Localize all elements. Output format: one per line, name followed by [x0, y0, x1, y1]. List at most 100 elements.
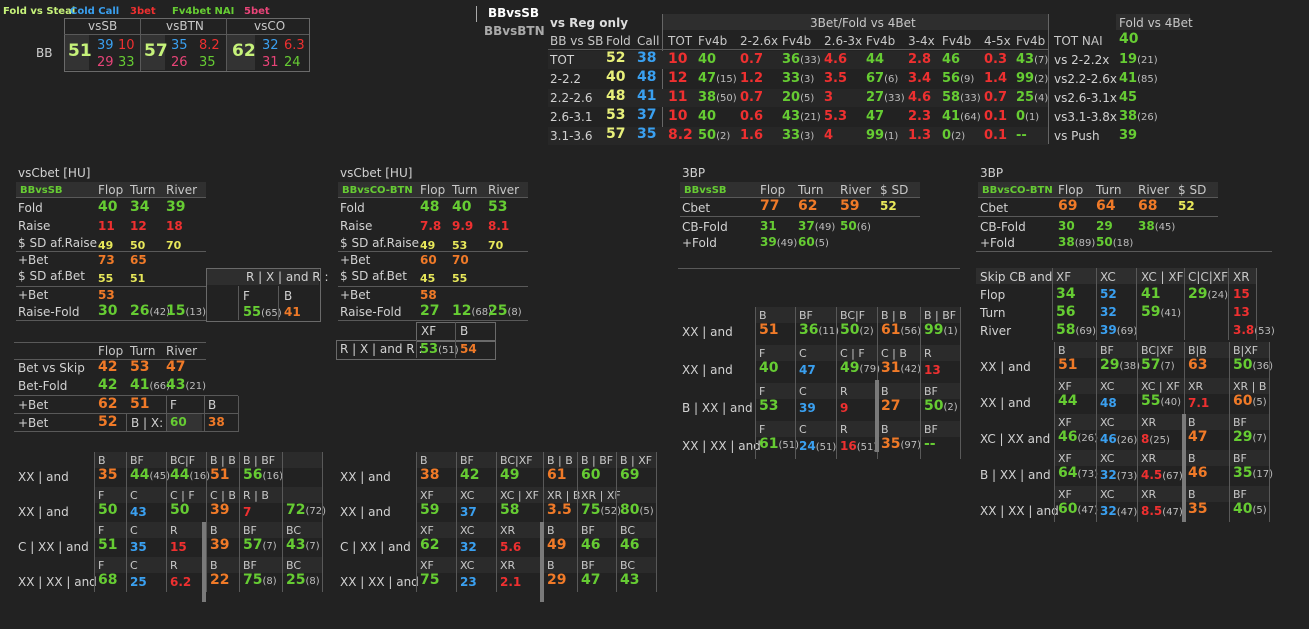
reg-cell-1-sample: (50) — [716, 93, 737, 104]
m1-v-4-sample: (2) — [943, 402, 958, 413]
divider — [795, 345, 796, 383]
reg-cell-9-sample: (2) — [1034, 74, 1049, 85]
bl-v-2-sample: (16) — [189, 471, 211, 482]
reg-call: 35 — [637, 126, 657, 142]
cell-bg — [755, 383, 960, 399]
bl-label: XX | and — [18, 470, 69, 484]
reg-cell-6: 2.3 — [908, 109, 932, 124]
reg-fold: 52 — [606, 50, 626, 66]
cbet2-val: 27 — [420, 303, 440, 319]
m2-h-1: XC — [1100, 488, 1115, 501]
reg-cell-3: 36(33) — [782, 52, 821, 67]
cell-bg — [94, 557, 322, 573]
divider — [126, 487, 127, 522]
reg-cell-7: 56(9) — [942, 71, 975, 86]
cell-bg — [976, 268, 1256, 284]
steal-col-vsco: vsCO — [254, 19, 286, 33]
cbet2-row-label: +Bet — [340, 253, 371, 267]
bp1-cbf-0: 31 — [760, 219, 777, 233]
bl-v-4: 7 — [243, 505, 252, 519]
bm-v-3: 3.5 — [547, 502, 572, 518]
bp1-pf-0-sample: (49) — [776, 238, 798, 249]
m2-v-4-sample: (36) — [1252, 361, 1274, 372]
divider — [1184, 378, 1185, 414]
divider — [755, 383, 756, 421]
reg-cell-2: 0.7 — [740, 90, 764, 105]
steal-co-3b: 6.3 — [284, 38, 305, 53]
reg-title: vs Reg only — [550, 16, 629, 30]
bl-v-0: 50 — [98, 502, 118, 518]
bl-h-4: BF — [243, 524, 257, 537]
reg-fold: 40 — [606, 69, 626, 85]
bl-v-5-sample: (8) — [305, 576, 320, 587]
rx-val-f-sample: (65) — [261, 308, 282, 319]
bm-v-2: 5.6 — [500, 540, 522, 554]
rx-box — [416, 322, 496, 342]
bl-v-4-sample: (8) — [262, 576, 277, 587]
divider — [496, 557, 497, 592]
m2-h-4: BF — [1233, 416, 1247, 429]
bm-h-3: B | B — [547, 454, 573, 467]
bp2-cbf-1: 29 — [1096, 219, 1113, 233]
cbet1-val: 53 — [98, 288, 115, 302]
cell-bg — [1054, 414, 1269, 430]
reg-cell-7: 58(33) — [942, 90, 981, 105]
reg-cell-3-sample: (3) — [800, 74, 815, 85]
tab-bbvssb[interactable]: BBvsSB — [488, 6, 540, 20]
m2-v-1: 46(26) — [1100, 432, 1138, 446]
divider — [416, 340, 417, 358]
skipcb-val: 13 — [1233, 305, 1250, 319]
m2-v-0: 44 — [1058, 393, 1078, 409]
divider — [978, 216, 1218, 217]
bl-h-4: R | B — [243, 489, 269, 502]
m1-h-3: B — [881, 385, 889, 398]
reg-row-label: TOT — [550, 53, 575, 67]
m2-v-3: 46 — [1188, 465, 1208, 481]
divider — [1096, 450, 1097, 486]
reg-row-label: 3.1-3.6 — [550, 129, 593, 143]
m1-h-3: C | B — [881, 347, 907, 360]
reg-cell-4: 3.5 — [824, 71, 848, 86]
m2-v-2: 4.5(67) — [1141, 468, 1183, 482]
skipcb-val: 3.8(53) — [1233, 323, 1275, 337]
reg-cell-3-sample: (21) — [800, 112, 821, 123]
bm-h-5: B | XF — [620, 454, 653, 467]
cell-bg — [166, 414, 202, 431]
reg-cell-1: 40 — [698, 52, 717, 67]
bp2-pf-0: 38(89) — [1058, 235, 1096, 249]
m2-v-4: 40(5) — [1233, 501, 1267, 517]
divider — [166, 487, 167, 522]
bl-v-1: 44(45) — [130, 467, 171, 483]
rx-col-xf: XF — [421, 324, 437, 338]
divider — [1229, 450, 1230, 486]
reg-nai-value: 41(85) — [1119, 71, 1158, 86]
bm-v-1: 32 — [460, 540, 477, 554]
bp2-col-2: River — [1138, 183, 1170, 197]
divider — [616, 522, 617, 557]
divider — [755, 307, 756, 345]
m2-v-2: 55(40) — [1141, 393, 1182, 409]
divider — [1054, 342, 1055, 378]
cell-bg — [1054, 342, 1269, 358]
m1-v-3-sample: (42) — [900, 364, 922, 375]
cbet2-val: 7.8 — [420, 219, 442, 233]
divider — [1256, 268, 1257, 340]
divider — [795, 421, 796, 459]
divider — [920, 383, 921, 421]
cell-bg — [416, 452, 656, 468]
m2-h-1: XC — [1100, 380, 1115, 393]
reg-cell-8: 0.1 — [984, 109, 1008, 124]
m2-v-2: 8(25) — [1141, 432, 1170, 446]
steal-btn-3b: 8.2 — [199, 38, 220, 53]
bp2-cbet-2: 68 — [1138, 198, 1158, 214]
bm-v-5: 46 — [620, 537, 640, 553]
divider — [416, 522, 417, 557]
tab-bbvsbtn[interactable]: BBvsBTN — [484, 24, 545, 38]
bl-v-5-sample: (7) — [305, 541, 320, 552]
m2-v-0-sample: (47) — [1077, 505, 1099, 516]
steal-co-5b: 31 — [262, 55, 279, 70]
m2-h-0: XF — [1058, 416, 1072, 429]
reg-nai-label: vs2.6-3.1x — [1054, 91, 1117, 105]
cbet1-row-label: $ SD af.Bet — [18, 269, 85, 283]
divider — [166, 557, 167, 592]
